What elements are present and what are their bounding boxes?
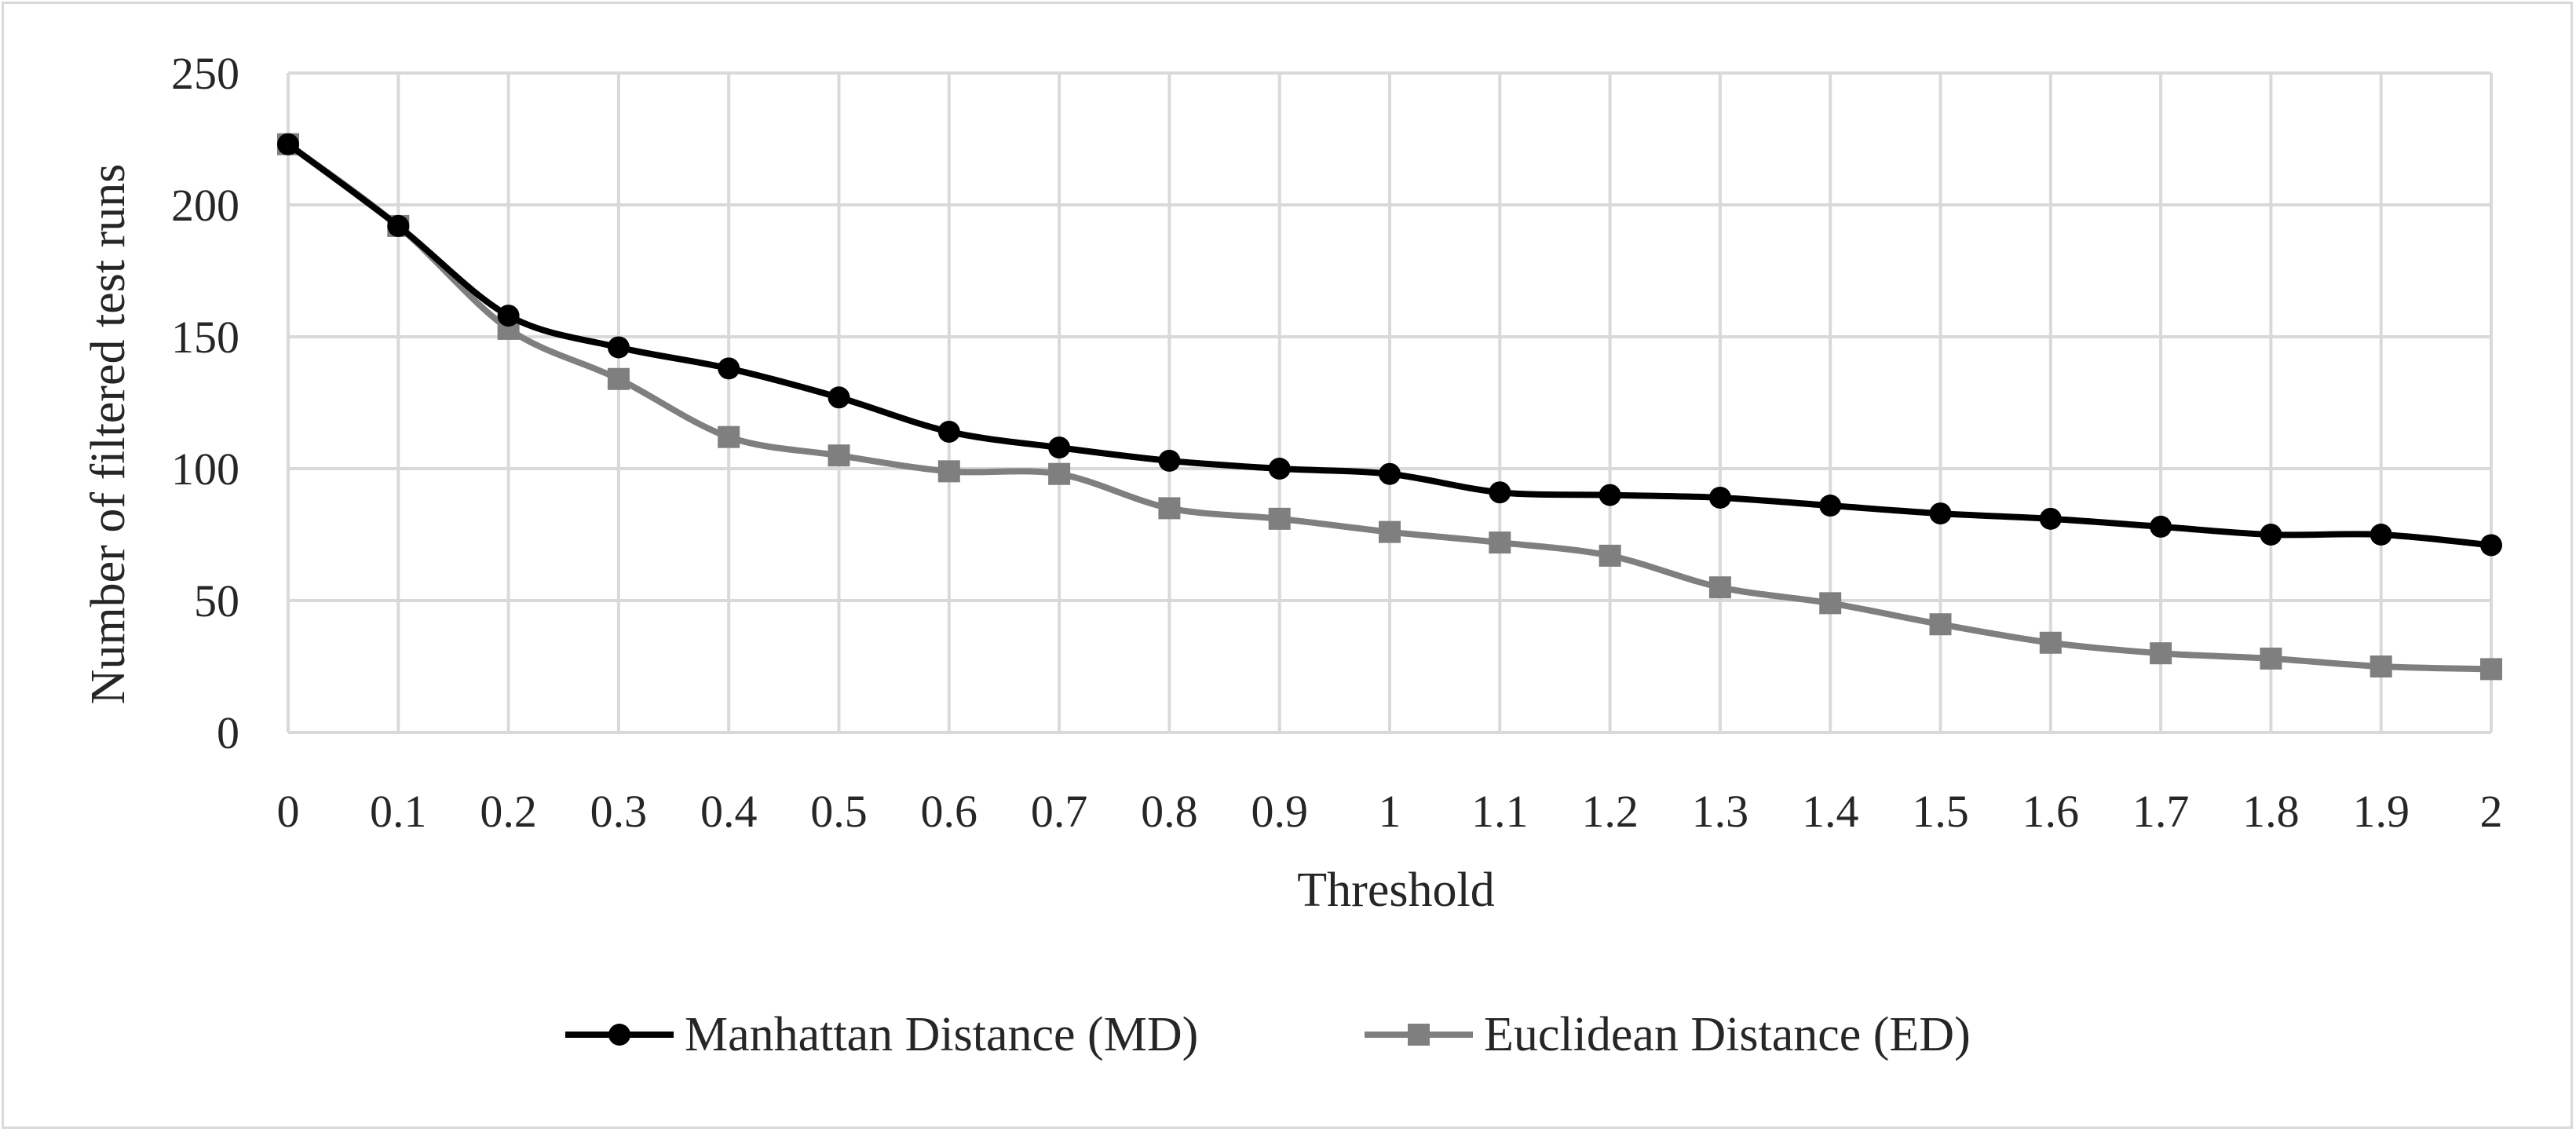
data-point-md xyxy=(2370,524,2392,546)
data-point-md xyxy=(2480,534,2502,557)
x-tick-label: 0.4 xyxy=(700,786,758,837)
x-tick-label: 1.4 xyxy=(1802,786,1859,837)
data-point-md xyxy=(497,305,520,327)
x-tick-label: 1.3 xyxy=(1692,786,1749,837)
data-point-ed xyxy=(1268,507,1291,530)
data-point-md xyxy=(1929,502,1952,525)
data-point-ed xyxy=(1599,544,1621,567)
y-axis-title: Number of filtered test runs xyxy=(82,164,135,705)
x-tick-label: 0.9 xyxy=(1251,786,1308,837)
data-point-ed xyxy=(1379,520,1401,543)
data-point-md xyxy=(718,357,740,380)
y-tick-label: 150 xyxy=(171,312,239,363)
data-point-md xyxy=(387,214,410,237)
legend-ed-label: Euclidean Distance (ED) xyxy=(1484,1008,1971,1061)
data-point-md xyxy=(1379,462,1401,485)
y-tick-label: 100 xyxy=(171,444,239,495)
legend-md-label: Manhattan Distance (MD) xyxy=(685,1008,1198,1061)
x-tick-label: 1.6 xyxy=(2022,786,2080,837)
x-tick-label: 1.7 xyxy=(2132,786,2190,837)
data-point-ed xyxy=(937,460,960,483)
legend-ed-marker xyxy=(1408,1024,1430,1046)
data-point-md xyxy=(2150,515,2172,538)
data-point-ed xyxy=(2039,631,2062,654)
data-point-md xyxy=(607,336,630,359)
legend-md-marker xyxy=(608,1024,630,1046)
data-point-ed xyxy=(718,425,740,448)
x-tick-label: 1 xyxy=(1379,786,1401,837)
x-tick-label: 0 xyxy=(277,786,300,837)
x-tick-label: 0.6 xyxy=(921,786,978,837)
data-point-ed xyxy=(2260,647,2282,670)
y-tick-label: 250 xyxy=(171,48,239,99)
data-point-md xyxy=(937,420,960,443)
legend: Manhattan Distance (MD) Euclidean Distan… xyxy=(565,1008,1971,1061)
data-point-md xyxy=(1819,495,1842,517)
x-tick-label: 0.3 xyxy=(590,786,648,837)
y-tick-label: 0 xyxy=(217,707,239,758)
legend-item-md: Manhattan Distance (MD) xyxy=(565,1008,1198,1061)
data-point-md xyxy=(1268,458,1291,480)
data-point-ed xyxy=(1048,462,1071,485)
data-point-ed xyxy=(1708,576,1731,599)
data-point-ed xyxy=(2150,642,2172,665)
data-point-md xyxy=(828,386,850,409)
x-tick-label: 1.8 xyxy=(2242,786,2300,837)
x-tick-label: 1.2 xyxy=(1581,786,1639,837)
x-tick-label: 1.5 xyxy=(1912,786,1969,837)
grid xyxy=(287,71,2493,734)
data-point-ed xyxy=(1158,497,1181,520)
legend-item-ed: Euclidean Distance (ED) xyxy=(1365,1008,1971,1061)
x-tick-label: 0.2 xyxy=(480,786,537,837)
x-tick-label: 0.1 xyxy=(370,786,427,837)
x-axis-ticks: 0 0.1 0.2 0.3 0.4 0.5 0.6 0.7 0.8 0.9 1 1.1 1.2 1.3 1.… xyxy=(277,786,2503,837)
data-point-ed xyxy=(1819,592,1842,615)
x-tick-label: 0.7 xyxy=(1031,786,1088,837)
data-point-ed xyxy=(1489,531,1511,554)
y-tick-label: 50 xyxy=(194,575,239,626)
data-point-md xyxy=(277,133,299,155)
data-point-md xyxy=(1708,486,1731,509)
data-point-ed xyxy=(828,444,850,467)
data-point-ed xyxy=(2370,655,2392,677)
x-tick-label: 0.5 xyxy=(810,786,868,837)
data-point-md xyxy=(1599,484,1621,506)
data-point-md xyxy=(2039,507,2062,530)
data-point-md xyxy=(1489,481,1511,504)
data-point-ed xyxy=(2480,658,2502,681)
data-point-ed xyxy=(607,367,630,390)
x-tick-label: 0.8 xyxy=(1141,786,1198,837)
y-axis-ticks: 0 50 100 150 200 250 xyxy=(171,48,239,758)
data-point-md xyxy=(1158,449,1181,472)
data-point-md xyxy=(1048,436,1071,459)
x-axis-title: Threshold xyxy=(1297,864,1494,917)
x-tick-label: 1.9 xyxy=(2352,786,2410,837)
x-tick-label: 1.1 xyxy=(1471,786,1529,837)
x-tick-label: 2 xyxy=(2480,786,2503,837)
data-point-ed xyxy=(1929,613,1952,636)
data-point-md xyxy=(2260,524,2282,546)
series-layer xyxy=(277,133,2502,681)
y-tick-label: 200 xyxy=(171,180,239,231)
